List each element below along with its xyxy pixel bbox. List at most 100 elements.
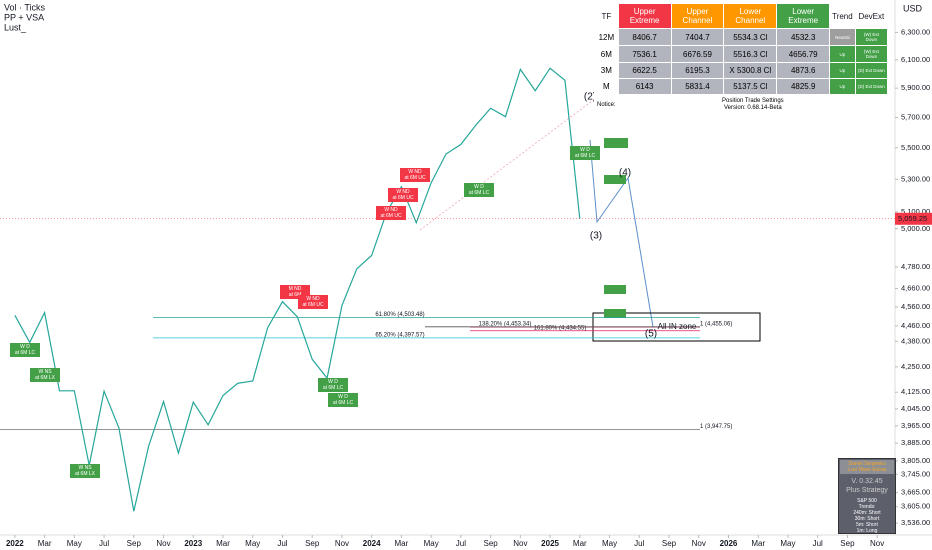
- signal-label: W NS at 6M LX: [30, 368, 60, 382]
- x-tick-label: Jul: [277, 539, 287, 548]
- y-tick-label: 4,660.00: [901, 284, 930, 293]
- info-line: S&P 500: [857, 498, 877, 504]
- table-notice: Notice: Position Trade Settings Version: 0…: [594, 94, 889, 116]
- table-row: 3M 6622.5 6195.3 X 5300.8 Cl 4873.6 Up (D) Ext…: [594, 62, 889, 79]
- x-tick-label: Mar: [751, 539, 765, 548]
- y-tick-label: 4,560.00: [901, 302, 930, 311]
- notice-text: Position Trade Settings Version: 0.68.14-…: [617, 94, 889, 116]
- zone-label: All IN zone: [658, 322, 697, 331]
- table-cell: 4532.3: [776, 28, 831, 46]
- level-label: 161.80% (4,434.55): [534, 325, 587, 331]
- table-cell: 6143: [617, 78, 672, 95]
- x-tick-label: Mar: [38, 539, 52, 548]
- signal-text: W D: [328, 379, 338, 385]
- signal-label: W ND at 6M UC: [298, 295, 328, 309]
- target-box: [604, 175, 626, 184]
- table-cell: Up: [829, 45, 856, 63]
- x-tick-label: May: [424, 539, 439, 548]
- level-label: 61.80% (4,503.48): [375, 312, 424, 318]
- header-cell: Trend: [829, 3, 856, 29]
- signal-text: at 6M LX: [34, 375, 55, 381]
- table-cell: 5534.3 Cl: [723, 28, 778, 46]
- last-price-tag: [895, 212, 932, 225]
- signal-label: W NS at 6M LX: [70, 464, 100, 478]
- signal-text: W D: [20, 344, 30, 350]
- wave-label: (2): [584, 92, 596, 103]
- y-tick-label: 3,965.00: [901, 421, 930, 430]
- x-tick-label: Jul: [813, 539, 823, 548]
- x-tick-label: Jul: [456, 539, 466, 548]
- x-tick-label: Sep: [662, 539, 677, 548]
- table-cell: 6622.5: [617, 62, 672, 79]
- info-line: 240m: Short: [853, 510, 881, 516]
- signal-text: W NS: [78, 465, 92, 471]
- table-cell: 4825.9: [776, 78, 831, 95]
- table-cell: (W) Ext Down: [854, 28, 889, 46]
- signal-text: W ND: [306, 296, 320, 302]
- author-line: Daniel Sergenko: [848, 461, 886, 467]
- header-cell: Upper Channel: [670, 3, 725, 29]
- signal-text: W D: [338, 394, 348, 400]
- author-line: Lust Wave Extras: [847, 467, 887, 473]
- table-cell: Neutral: [829, 28, 856, 46]
- notice-line: Position Trade Settings: [721, 98, 784, 104]
- table-cell: 7404.7: [670, 28, 725, 46]
- x-tick-label: Nov: [692, 539, 706, 548]
- signal-text: W ND: [384, 207, 398, 213]
- y-tick-label: 5,000.00: [901, 224, 930, 233]
- y-tick-label: 4,045.00: [901, 404, 930, 413]
- signal-text: at 6M LC: [14, 350, 36, 356]
- table-header: TF Upper Extreme Upper Channel Lower Channe…: [594, 3, 889, 29]
- last-price-label: 5,059.25: [898, 214, 927, 223]
- x-tick-label: Nov: [870, 539, 884, 548]
- signal-text: at 6M UC: [302, 302, 324, 308]
- currency: USD: [903, 3, 923, 13]
- table-cell: 8406.7: [617, 28, 672, 46]
- info-box: Daniel Sergenko Lust Wave Extras V. 0.32.4…: [838, 458, 896, 534]
- y-tick-label: 4,780.00: [901, 262, 930, 271]
- trend-line: [419, 79, 621, 231]
- table-cell: (W) Ext Down: [854, 45, 889, 63]
- y-tick-label: 3,536.00: [901, 518, 930, 527]
- y-tick-label: 4,380.00: [901, 336, 930, 345]
- y-tick-label: 4,250.00: [901, 362, 930, 371]
- x-tick-label: Jul: [634, 539, 644, 548]
- x-tick-label: 2026: [720, 539, 738, 548]
- y-tick-label: 3,745.00: [901, 469, 930, 478]
- table-cell: 3M: [594, 62, 619, 79]
- info-line: 5m: Short: [856, 522, 878, 528]
- info-line: Trends:: [858, 504, 876, 510]
- y-tick-label: 3,605.00: [901, 502, 930, 511]
- y-tick-label: 5,900.00: [901, 83, 930, 92]
- header-cell: Upper Extreme: [617, 3, 672, 29]
- signal-label: W ND at 6M UC: [376, 206, 406, 220]
- signal-text: M ND: [288, 286, 302, 292]
- signal-label: W ND at 6M UC: [400, 168, 430, 182]
- signal-label: W ND at 6M UC: [388, 188, 418, 202]
- target-box: [604, 138, 628, 148]
- signal-text: at 6M LC: [574, 153, 596, 159]
- level-label: 1 (4,455.06): [700, 321, 732, 327]
- y-tick-label: 4,125.00: [901, 387, 930, 396]
- table-cell: Up: [829, 62, 856, 79]
- strategy: Plus Strategy: [846, 487, 888, 494]
- x-tick-label: Sep: [127, 539, 142, 548]
- table-row: 6M 7536.1 6676.59 5516.3 Cl 4656.79 Up (W) Ext…: [594, 45, 889, 63]
- wave-label: (5): [645, 329, 657, 340]
- signal-text: W NS: [38, 369, 52, 375]
- signal-text: W ND: [396, 189, 410, 195]
- signal-text: at 6M LX: [74, 471, 95, 477]
- table-row: M 6143 5831.4 5137.5 Cl 4825.9 Up (D) Ext Down: [594, 78, 889, 95]
- x-tick-label: 2022: [6, 539, 24, 548]
- table-cell: 6676.59: [670, 45, 725, 63]
- header-cell: Lower Extreme: [776, 3, 831, 29]
- x-tick-label: May: [245, 539, 260, 548]
- table-cell: 6M: [594, 45, 619, 63]
- x-tick-label: Nov: [156, 539, 170, 548]
- x-tick-label: Sep: [840, 539, 855, 548]
- table-cell: (D) Ext Down: [854, 78, 889, 95]
